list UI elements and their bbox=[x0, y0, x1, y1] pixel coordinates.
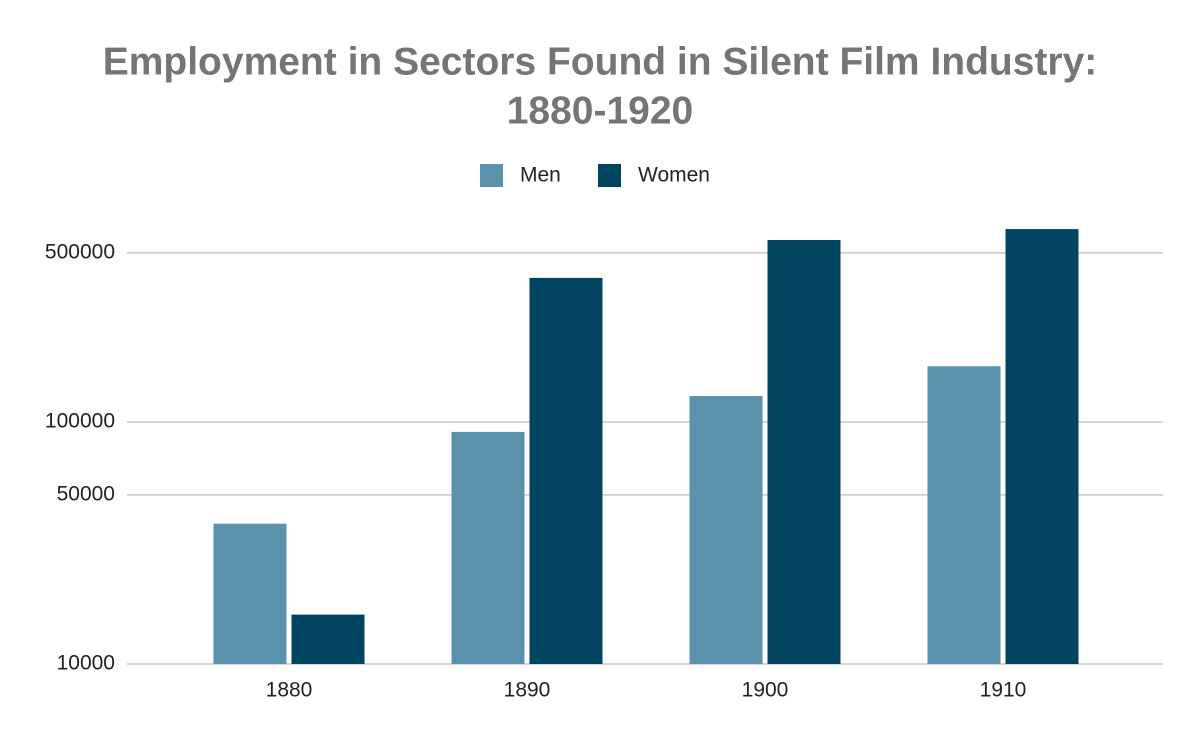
legend-swatch bbox=[598, 164, 621, 187]
bar bbox=[213, 523, 287, 664]
y-tick-label: 500000 bbox=[45, 240, 115, 263]
legend-swatch bbox=[480, 164, 503, 187]
bar bbox=[927, 366, 1001, 664]
chart-title: Employment in Sectors Found in Silent Fi… bbox=[103, 40, 1098, 83]
y-tick-label: 10000 bbox=[57, 652, 115, 675]
x-tick-label: 1900 bbox=[742, 679, 789, 702]
bar bbox=[291, 614, 365, 664]
x-tick-label: 1890 bbox=[504, 679, 551, 702]
legend-label: Men bbox=[520, 164, 561, 187]
chart-title: 1880-1920 bbox=[507, 89, 694, 132]
bar bbox=[689, 396, 763, 664]
y-tick-label: 50000 bbox=[57, 482, 115, 505]
bar bbox=[767, 240, 841, 664]
legend-label: Women bbox=[638, 164, 710, 187]
bar bbox=[451, 431, 525, 664]
bar bbox=[1005, 229, 1079, 664]
y-tick-label: 100000 bbox=[45, 410, 115, 433]
x-tick-label: 1910 bbox=[980, 679, 1027, 702]
x-tick-label: 1880 bbox=[266, 679, 313, 702]
bar bbox=[529, 277, 603, 664]
